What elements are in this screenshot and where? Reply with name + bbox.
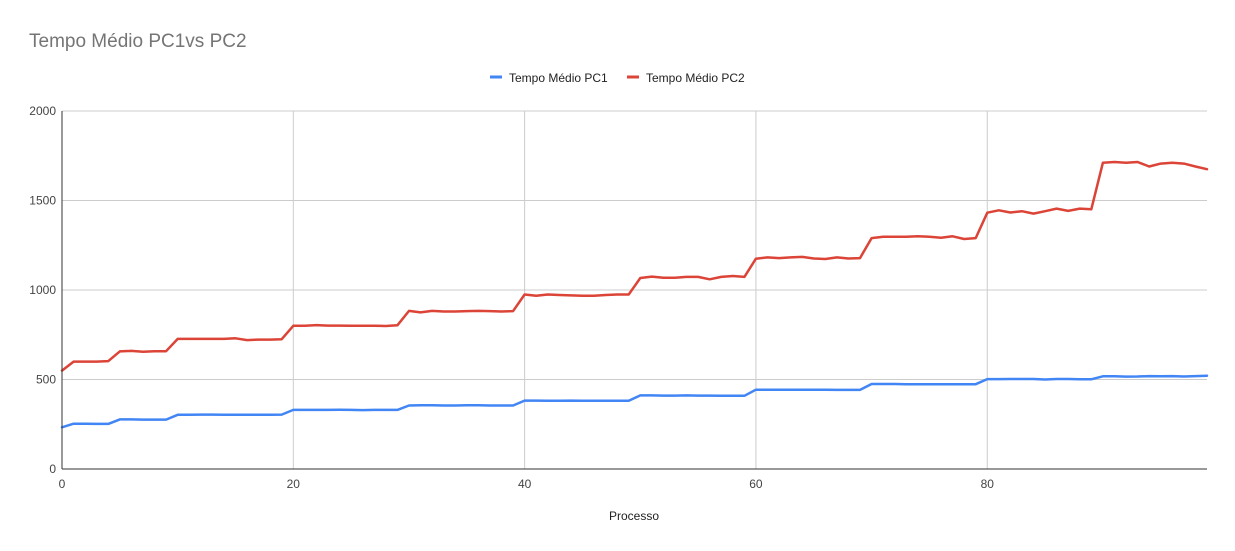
legend-label-pc2: Tempo Médio PC2 [646, 71, 745, 85]
x-tick-label: 20 [287, 477, 301, 491]
series-lines [60, 160, 1209, 429]
x-axis-title: Processo [609, 509, 659, 523]
y-tick-label: 2000 [29, 104, 56, 118]
legend: Tempo Médio PC1 Tempo Médio PC2 [490, 71, 745, 85]
y-tick-label: 0 [49, 462, 56, 476]
y-tick-label: 1500 [29, 194, 56, 208]
legend-item-pc1[interactable]: Tempo Médio PC1 [490, 71, 608, 85]
y-gridlines [62, 110, 1207, 380]
legend-item-pc2[interactable]: Tempo Médio PC2 [627, 71, 745, 85]
x-tick-label: 0 [59, 477, 66, 491]
y-tick-label: 500 [36, 373, 56, 387]
series-line-pc2 [60, 160, 1209, 372]
chart-title: Tempo Médio PC1vs PC2 [29, 31, 247, 52]
legend-label-pc1: Tempo Médio PC1 [509, 71, 608, 85]
x-tick-label: 80 [981, 477, 995, 491]
x-tick-label: 60 [749, 477, 763, 491]
y-axis-ticks: 0 500 1000 1500 2000 [29, 104, 56, 476]
y-tick-label: 1000 [29, 283, 56, 297]
series-line-pc1 [60, 374, 1209, 429]
x-axis-ticks: 0 20 40 60 80 [59, 477, 995, 491]
x-tick-label: 40 [518, 477, 532, 491]
